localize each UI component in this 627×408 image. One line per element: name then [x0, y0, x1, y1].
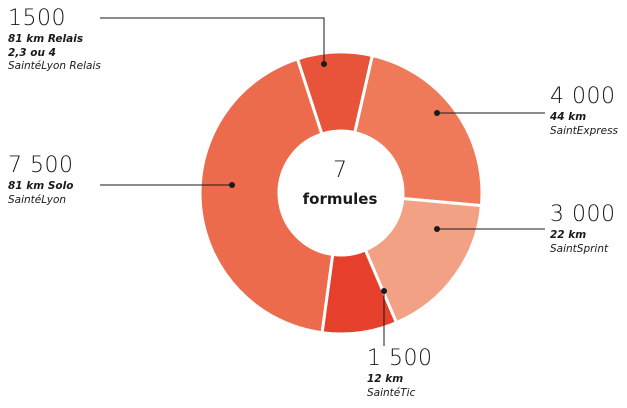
distance-relais: 81 km Relais: [8, 33, 84, 45]
center-number: 7: [333, 158, 347, 183]
label-relais: 1500 81 km Relais 2,3 ou 4 SaintéLyon Re…: [8, 8, 101, 72]
leader-dot-express: [434, 110, 440, 116]
slice-sprint: [363, 196, 484, 325]
center-label: formules: [302, 190, 378, 208]
name-solo: SaintéLyon: [8, 193, 67, 206]
leader-line-relais: [100, 17, 325, 64]
name-sprint: SaintSprint: [550, 242, 609, 255]
leader-dot-solo: [229, 182, 235, 188]
leader-dot-sprint: [434, 226, 440, 232]
name-tic: SaintéTic: [367, 386, 416, 399]
value-express: 4 000: [550, 84, 616, 109]
distance-sprint: 22 km: [550, 229, 587, 241]
label-express: 4 000 44 km SaintExpress: [550, 86, 618, 136]
value-relais: 1500: [8, 6, 66, 31]
slice-express: [353, 53, 484, 208]
label-tic: 1 500 12 km SaintéTic: [367, 348, 432, 398]
relay-count: 2,3 ou 4: [8, 46, 56, 59]
value-solo: 7 500: [8, 153, 74, 178]
distance-solo: 81 km Solo: [8, 180, 74, 192]
value-tic: 1 500: [367, 346, 433, 371]
leader-dot-tic: [381, 288, 387, 294]
slice-solo: [198, 57, 335, 335]
name-express: SaintExpress: [550, 124, 619, 137]
value-sprint: 3 000: [550, 202, 616, 227]
label-solo: 7 500 81 km Solo SaintéLyon: [8, 155, 73, 205]
distance-tic: 12 km: [367, 373, 404, 385]
name-relais: SaintéLyon Relais: [8, 60, 101, 72]
distance-express: 44 km: [550, 111, 587, 123]
label-sprint: 3 000 22 km SaintSprint: [550, 204, 615, 254]
leader-dot-relais: [321, 61, 327, 67]
